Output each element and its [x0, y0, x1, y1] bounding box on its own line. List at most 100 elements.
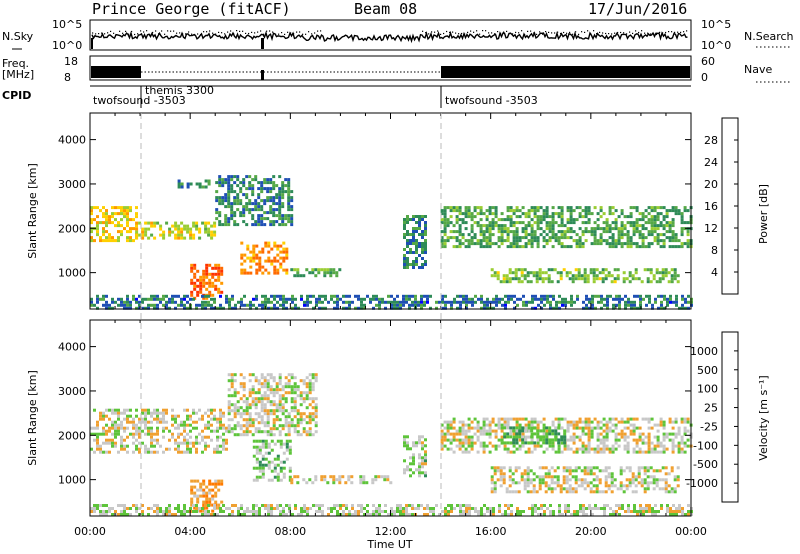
heatmap-cell	[276, 472, 280, 476]
heatmap-cell	[117, 239, 120, 243]
heatmap-cell	[418, 468, 421, 472]
heatmap-cell	[195, 303, 198, 307]
heatmap-cell	[284, 415, 288, 419]
heatmap-cell	[217, 482, 221, 486]
heatmap-cell	[518, 432, 522, 436]
heatmap-cell	[608, 429, 612, 433]
heatmap-cell	[686, 239, 690, 243]
heatmap-cell	[251, 214, 255, 218]
heatmap-cell	[456, 300, 459, 304]
heatmap-cell	[443, 426, 447, 430]
heatmap-cell	[183, 420, 186, 424]
heatmap-cell	[645, 504, 648, 507]
heatmap-cell	[531, 504, 534, 507]
heatmap-cell	[550, 466, 554, 470]
nsearch-dot	[440, 33, 442, 35]
heatmap-cell	[267, 510, 270, 513]
heatmap-cell	[248, 415, 252, 419]
heatmap-cell	[102, 212, 105, 216]
nsearch-dot	[284, 33, 286, 35]
heatmap-cell	[558, 510, 561, 513]
heatmap-cell	[220, 500, 224, 504]
heatmap-cell	[504, 513, 507, 516]
heatmap-cell	[496, 274, 500, 278]
heatmap-cell	[596, 435, 600, 439]
nsearch-dot	[188, 31, 190, 33]
heatmap-cell	[299, 433, 303, 437]
heatmap-cell	[314, 397, 318, 401]
heatmap-cell	[515, 441, 519, 445]
heatmap-cell	[488, 209, 492, 213]
heatmap-cell	[147, 432, 150, 436]
heatmap-cell	[461, 438, 465, 442]
heatmap-cell	[638, 438, 642, 442]
heatmap-cell	[465, 504, 468, 507]
heatmap-cell	[494, 242, 498, 246]
heatmap-cell	[214, 278, 218, 282]
heatmap-cell	[242, 409, 246, 413]
heatmap-cell	[135, 227, 139, 231]
heatmap-cell	[564, 300, 567, 304]
heatmap-cell	[488, 239, 492, 243]
heatmap-cell	[99, 209, 102, 213]
nsearch-dot	[170, 30, 172, 32]
heatmap-cell	[168, 230, 172, 234]
heatmap-cell	[615, 297, 618, 301]
nsearch-dot	[296, 31, 298, 33]
heatmap-cell	[208, 263, 212, 267]
heatmap-cell	[288, 507, 291, 510]
heatmap-cell	[105, 408, 108, 412]
heatmap-cell	[482, 224, 486, 228]
heatmap-cell	[99, 444, 102, 448]
heatmap-cell	[231, 294, 234, 298]
heatmap-cell	[518, 429, 522, 433]
nsky-spike	[261, 38, 264, 49]
heatmap-cell	[672, 300, 675, 304]
heatmap-cell	[162, 236, 166, 240]
heatmap-cell	[497, 224, 501, 228]
nsearch-dot	[206, 31, 208, 33]
heatmap-cell	[476, 242, 480, 246]
heatmap-cell	[504, 510, 507, 513]
heatmap-cell	[374, 478, 378, 482]
heatmap-cell	[653, 447, 657, 451]
heatmap-cell	[243, 513, 246, 516]
heatmap-cell	[282, 268, 286, 272]
heatmap-cell	[102, 230, 105, 234]
heatmap-cell	[563, 447, 567, 451]
heatmap-cell	[622, 469, 626, 473]
heatmap-cell	[105, 212, 108, 216]
freq-block-1	[91, 66, 141, 78]
heatmap-cell	[114, 429, 117, 433]
heatmap-cell	[318, 504, 321, 507]
heatmap-cell	[458, 233, 462, 237]
heatmap-cell	[263, 394, 267, 398]
heatmap-cell	[251, 421, 255, 425]
heatmap-cell	[482, 420, 486, 424]
heatmap-cell	[207, 227, 211, 231]
heatmap-cell	[255, 504, 258, 507]
heatmap-cell	[228, 297, 231, 301]
heatmap-cell	[123, 411, 126, 415]
heatmap-cell	[639, 507, 642, 510]
heatmap-cell	[213, 429, 216, 433]
heatmap-cell	[528, 300, 531, 304]
heatmap-cell	[505, 274, 509, 278]
heatmap-cell	[520, 268, 524, 272]
heatmap-cell	[506, 239, 510, 243]
heatmap-cell	[215, 217, 219, 221]
heatmap-cell	[287, 385, 291, 389]
heatmap-cell	[213, 224, 217, 228]
heatmap-cell	[275, 391, 279, 395]
heatmap-cell	[219, 414, 222, 418]
heatmap-cell	[640, 280, 644, 284]
heatmap-cell	[566, 206, 570, 210]
heatmap-cell	[99, 432, 102, 436]
heatmap-cell	[120, 224, 123, 228]
heatmap-cell	[273, 303, 276, 307]
heatmap-cell	[156, 297, 159, 301]
heatmap-cell	[141, 441, 144, 445]
heatmap-cell	[282, 259, 286, 263]
heatmap-cell	[278, 382, 282, 386]
